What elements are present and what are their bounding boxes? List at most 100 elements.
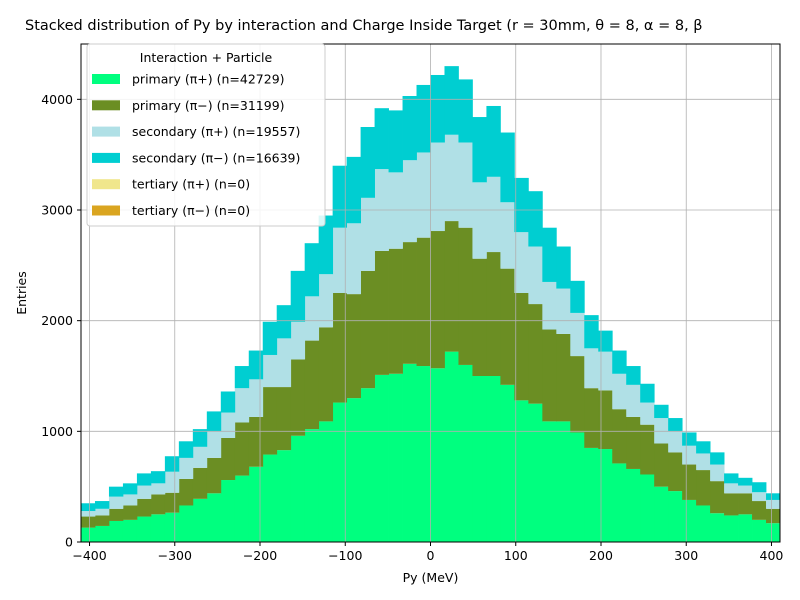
bar-series-1-bin-14 xyxy=(276,387,292,451)
bar-series-3-bin-16 xyxy=(304,243,320,297)
bar-series-2-bin-36 xyxy=(584,348,599,389)
bar-series-0-bin-4 xyxy=(136,516,152,542)
bar-series-0-bin-49 xyxy=(766,523,781,542)
bar-series-0-bin-43 xyxy=(682,499,697,542)
x-axis-label: Py (MeV) xyxy=(403,570,459,585)
bar-series-1-bin-35 xyxy=(570,356,585,433)
x-axis-ticks: −400 −300 −200 −100 0 100 200 300 400 xyxy=(72,542,783,563)
bar-series-0-bin-23 xyxy=(402,363,417,542)
bar-series-3-bin-35 xyxy=(570,280,585,313)
y-tick-label-0: 0 xyxy=(65,535,73,550)
y-axis-ticks: 0 1000 2000 3000 4000 xyxy=(41,92,81,550)
bar-series-0-bin-18 xyxy=(332,402,348,542)
bar-series-2-bin-43 xyxy=(682,445,697,465)
legend-label-2: secondary (π+) (n=19557) xyxy=(132,124,300,139)
bar-series-3-bin-39 xyxy=(626,366,641,385)
bar-series-2-bin-16 xyxy=(304,296,320,341)
bar-series-1-bin-15 xyxy=(290,359,306,436)
bar-series-1-bin-9 xyxy=(206,457,222,494)
bars-layer xyxy=(81,66,781,542)
bar-series-1-bin-21 xyxy=(374,250,389,375)
bar-series-3-bin-8 xyxy=(192,429,208,447)
bar-series-3-bin-38 xyxy=(612,350,627,374)
bar-series-1-bin-10 xyxy=(220,437,236,481)
bar-series-3-bin-24 xyxy=(416,84,431,153)
bar-series-0-bin-20 xyxy=(360,388,375,542)
bar-series-2-bin-4 xyxy=(136,485,152,499)
bar-series-3-bin-33 xyxy=(542,227,557,282)
bar-series-0-bin-39 xyxy=(626,468,641,542)
bar-series-1-bin-34 xyxy=(556,333,571,422)
bar-series-2-bin-40 xyxy=(640,402,655,425)
bar-series-2-bin-7 xyxy=(178,457,194,479)
bar-series-1-bin-0 xyxy=(81,516,96,528)
bar-series-1-bin-24 xyxy=(416,237,431,367)
bar-series-0-bin-15 xyxy=(290,435,306,542)
bar-series-2-bin-35 xyxy=(570,312,585,357)
bar-series-1-bin-42 xyxy=(668,452,683,492)
bar-series-1-bin-39 xyxy=(626,416,641,469)
bar-series-3-bin-1 xyxy=(94,501,110,509)
bar-series-0-bin-45 xyxy=(710,513,725,542)
bar-series-3-bin-0 xyxy=(81,503,96,512)
legend-title: Interaction + Particle xyxy=(140,50,273,65)
bar-series-1-bin-19 xyxy=(346,294,361,399)
bar-series-2-bin-18 xyxy=(332,227,348,293)
bar-series-1-bin-43 xyxy=(682,464,697,500)
bar-series-1-bin-32 xyxy=(528,304,543,404)
x-tick-label-2: −200 xyxy=(243,548,277,563)
bar-series-2-bin-15 xyxy=(290,321,306,360)
bar-series-2-bin-48 xyxy=(752,492,767,502)
bar-series-0-bin-48 xyxy=(752,519,767,542)
bar-series-1-bin-13 xyxy=(262,387,278,455)
x-tick-label-0: −400 xyxy=(72,548,106,563)
y-tick-label-1: 1000 xyxy=(41,424,73,439)
bar-series-1-bin-48 xyxy=(752,501,767,520)
bar-series-3-bin-42 xyxy=(668,418,683,432)
bar-series-0-bin-36 xyxy=(584,447,599,542)
bar-series-0-bin-5 xyxy=(150,514,166,542)
bar-series-2-bin-23 xyxy=(402,160,417,243)
bar-series-3-bin-26 xyxy=(444,66,459,135)
bar-series-2-bin-1 xyxy=(94,508,110,516)
bar-series-1-bin-29 xyxy=(486,252,501,376)
bar-series-0-bin-16 xyxy=(304,429,320,542)
bar-series-3-bin-20 xyxy=(360,127,375,198)
bar-series-1-bin-40 xyxy=(640,424,655,475)
bar-series-2-bin-32 xyxy=(528,246,543,305)
bar-series-3-bin-12 xyxy=(248,350,264,380)
legend-label-4: tertiary (π+) (n=0) xyxy=(132,177,250,192)
bar-series-1-bin-37 xyxy=(598,390,613,450)
bar-series-2-bin-27 xyxy=(458,142,473,228)
bar-series-0-bin-40 xyxy=(640,474,655,542)
bar-series-0-bin-6 xyxy=(164,512,180,542)
bar-series-0-bin-34 xyxy=(556,421,571,542)
bar-series-0-bin-35 xyxy=(570,432,585,542)
bar-series-3-bin-30 xyxy=(500,132,515,203)
bar-series-2-bin-20 xyxy=(360,197,375,271)
bar-series-1-bin-2 xyxy=(108,508,124,521)
chart-title: Stacked distribution of Py by interactio… xyxy=(25,18,703,34)
y-tick-label-4: 4000 xyxy=(41,92,73,107)
bar-series-2-bin-49 xyxy=(766,499,781,509)
bar-series-0-bin-29 xyxy=(486,376,501,542)
x-tick-label-6: 200 xyxy=(589,548,613,563)
bar-series-2-bin-8 xyxy=(192,446,208,468)
legend-swatch-0 xyxy=(92,74,120,84)
legend-swatch-4 xyxy=(92,179,120,190)
bar-series-2-bin-28 xyxy=(472,182,487,259)
bar-series-1-bin-28 xyxy=(472,258,487,376)
bar-series-0-bin-21 xyxy=(374,374,389,542)
y-tick-label-2: 2000 xyxy=(41,313,73,328)
x-tick-label-8: 400 xyxy=(760,548,784,563)
bar-series-0-bin-32 xyxy=(528,403,543,542)
bar-series-3-bin-36 xyxy=(584,315,599,349)
bar-series-0-bin-37 xyxy=(598,449,613,542)
bar-series-2-bin-11 xyxy=(234,388,250,423)
bar-series-3-bin-6 xyxy=(164,456,180,472)
bar-series-0-bin-28 xyxy=(472,376,487,542)
bar-series-1-bin-16 xyxy=(304,340,320,430)
bar-series-2-bin-3 xyxy=(122,494,138,506)
bar-series-2-bin-39 xyxy=(626,384,641,417)
bar-series-1-bin-8 xyxy=(192,467,208,499)
